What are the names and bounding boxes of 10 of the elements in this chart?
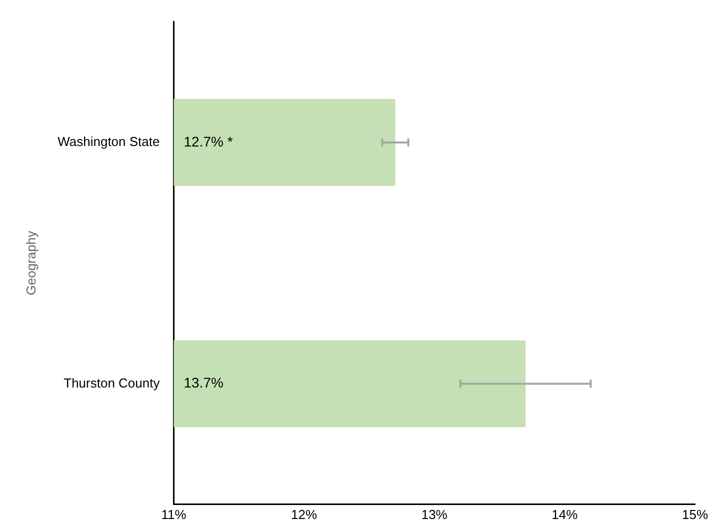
x-tick-label: 12%	[291, 506, 318, 522]
x-tick-label: 14%	[552, 506, 578, 522]
x-tick-label: 15%	[682, 506, 708, 522]
data-label: 13.7%	[184, 374, 224, 391]
y-tick-label: Thurston County	[64, 375, 160, 390]
data-label: 12.7% *	[184, 133, 234, 150]
x-tick-label: 11%	[161, 506, 187, 522]
y-axis-title: Geography	[23, 230, 38, 296]
x-tick-label: 13%	[421, 506, 448, 522]
y-tick-label: Washington State	[58, 134, 160, 150]
